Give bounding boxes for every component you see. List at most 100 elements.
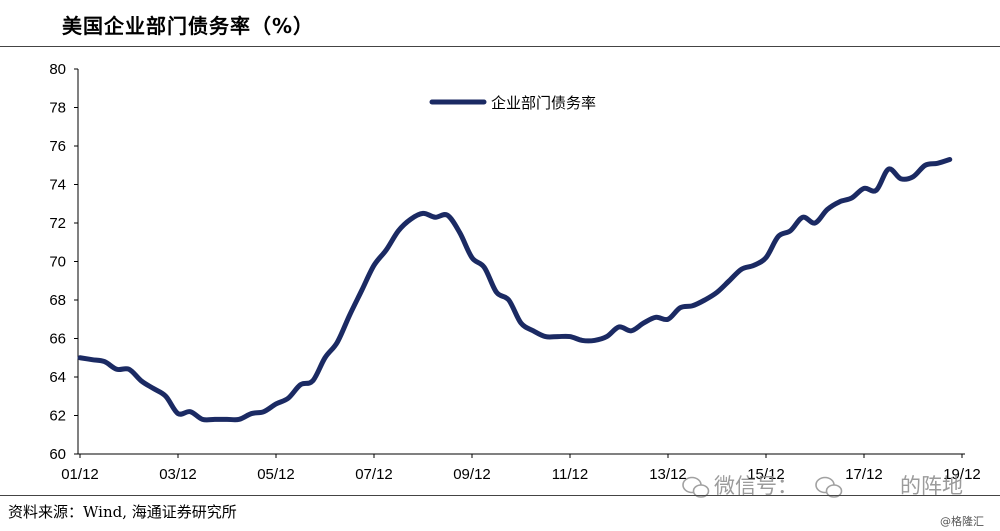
watermark-suffix: 的阵地 [900,474,963,498]
data-point [727,278,732,283]
data-point [335,340,340,345]
data-point [396,228,401,233]
data-point [200,417,205,422]
data-point [776,234,781,239]
data-point [739,267,744,272]
y-tick-label: 78 [49,100,66,117]
x-tick-label: 11/12 [552,466,588,483]
footer-divider [0,495,1000,496]
credit-label: @格隆汇 [940,515,984,528]
data-point [323,355,328,360]
data-point [408,217,413,222]
data-point [163,394,168,399]
data-point [433,215,438,220]
data-point [261,409,266,414]
data-point [825,207,830,212]
data-point [249,411,254,416]
data-point [90,357,95,362]
data-point [923,163,928,168]
data-point [617,324,622,329]
data-point [898,176,903,181]
data-point [176,411,181,416]
data-point [947,157,952,162]
data-point [666,317,671,322]
y-tick-label: 66 [49,331,66,348]
y-tick-label: 68 [49,292,66,309]
data-point [310,378,315,383]
data-point [139,378,144,383]
x-tick-label: 19/12 [943,466,981,483]
x-tick-label: 13/12 [649,466,687,483]
data-point [641,321,646,326]
y-tick-label: 62 [49,408,66,425]
data-point [690,303,695,308]
y-tick-label: 72 [49,215,66,232]
wechat-icon [815,476,843,498]
data-point [886,167,891,172]
legend: 企业部门债务率 [429,94,596,112]
x-tick-label: 01/12 [61,466,99,483]
data-point [506,298,511,303]
data-point [592,338,597,343]
data-point [421,211,426,216]
chart-title: 美国企业部门债务率（%） [62,14,315,38]
series-line [77,156,953,423]
y-tick-label: 76 [49,138,66,155]
data-point [347,313,352,318]
data-point [274,401,279,406]
y-tick-label: 80 [49,61,66,78]
x-axis-ticks: 01/12 03/12 05/12 07/12 09/12 11/12 13/12 15/12… [61,454,981,483]
data-point [457,230,462,235]
data-point [114,367,119,372]
y-axis-ticks: 60 62 64 66 68 70 72 74 76 78 80 [49,61,78,463]
data-point [800,215,805,220]
legend-label: 企业部门债务率 [491,94,596,112]
x-tick-label: 03/12 [159,466,197,483]
data-point [286,396,291,401]
y-tick-label: 70 [49,254,66,271]
data-point [911,174,916,179]
header-divider [0,46,1000,47]
data-point [764,255,769,260]
x-tick-label: 15/12 [747,466,785,483]
data-point [519,321,524,326]
data-point [445,213,450,218]
data-point [813,221,818,226]
x-tick-label: 09/12 [453,466,491,483]
data-point [555,334,560,339]
data-point [470,255,475,260]
data-point [188,409,193,414]
data-point [629,328,634,333]
y-tick-label: 64 [49,369,66,386]
y-tick-label: 60 [49,446,66,463]
data-point [543,334,548,339]
data-point [580,338,585,343]
watermark-prefix: 微信号： [714,474,798,498]
data-point [862,186,867,191]
series-layer [77,156,953,423]
data-point [837,199,842,204]
data-point [494,290,499,295]
data-point [702,298,707,303]
data-point [482,265,487,270]
data-point [237,417,242,422]
data-point [849,195,854,200]
data-point [874,188,879,193]
data-point [653,315,658,320]
data-point [678,305,683,310]
data-point [372,263,377,268]
data-point [568,334,573,339]
x-tick-label: 05/12 [257,466,295,483]
data-point [127,367,132,372]
data-point [78,355,83,360]
data-point [225,417,230,422]
data-point [935,161,940,166]
data-point [604,334,609,339]
data-point [212,417,217,422]
data-point [788,228,793,233]
data-point [751,263,756,268]
data-point [384,247,389,252]
data-point [359,288,364,293]
watermark: 微信号： 的阵地 [682,474,963,498]
